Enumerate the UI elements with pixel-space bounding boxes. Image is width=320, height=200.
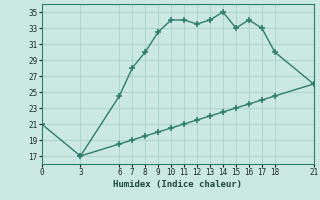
X-axis label: Humidex (Indice chaleur): Humidex (Indice chaleur) xyxy=(113,180,242,189)
